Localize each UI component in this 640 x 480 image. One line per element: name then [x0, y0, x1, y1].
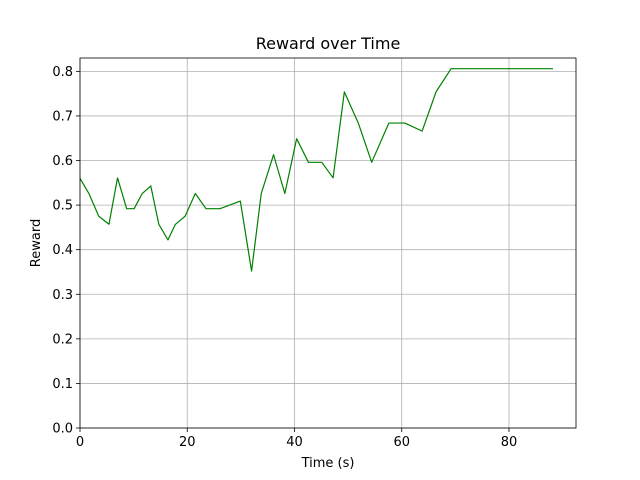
series-layer	[79, 68, 553, 272]
y-tick-label: 0.7	[52, 109, 73, 124]
x-tick-label: 60	[393, 435, 410, 450]
plot-frame	[79, 57, 577, 429]
y-tick-label: 0.1	[52, 377, 73, 392]
x-tick-label: 80	[501, 435, 518, 450]
reward-series-line	[79, 68, 553, 272]
y-axis-label: Reward	[29, 219, 44, 267]
y-tick-label: 0.6	[52, 154, 73, 169]
y-tick-label: 0.0	[52, 422, 73, 437]
y-tick-label: 0.2	[52, 332, 73, 347]
x-tick-label: 0	[76, 435, 84, 450]
y-tick-label: 0.3	[52, 288, 73, 303]
x-tick-label: 20	[179, 435, 196, 450]
x-tick-label: 40	[286, 435, 303, 450]
chart-title: Reward over Time	[256, 34, 401, 53]
y-tick-label: 0.4	[52, 243, 73, 258]
tick-layer: 0 20 40 60 80 0.0 0.1 0.2 0.3 0.4 0.5 0.6 0.7 0.8	[52, 65, 517, 450]
x-axis-label: Time (s)	[301, 456, 355, 471]
y-tick-label: 0.8	[52, 65, 73, 80]
y-tick-label: 0.5	[52, 199, 73, 214]
